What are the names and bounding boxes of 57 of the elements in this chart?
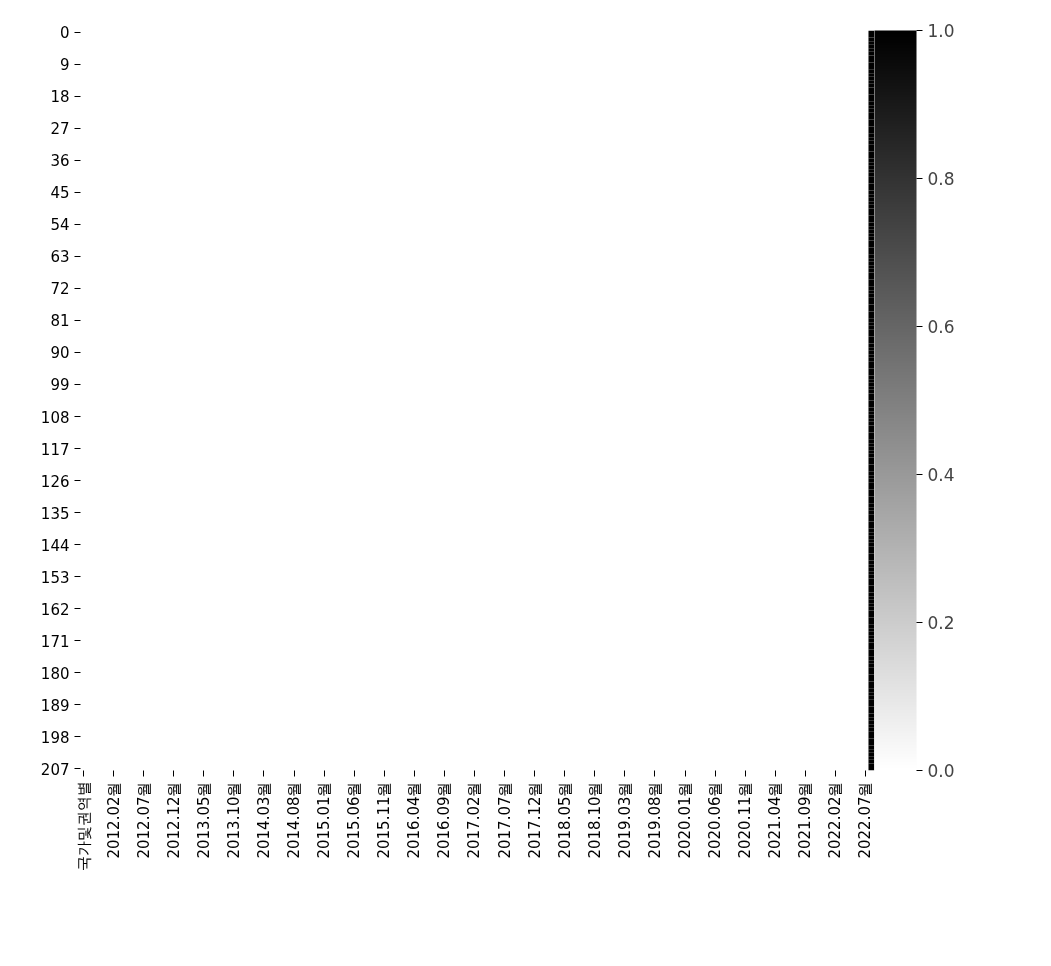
y-tick-label: 63 (50, 248, 70, 267)
y-tick-label: 198 (40, 728, 70, 747)
y-tick-label: 18 (50, 88, 70, 107)
y-tick-label: 171 (40, 632, 70, 651)
x-tick-label: 2019.03월 (615, 781, 634, 859)
x-tick-label: 2021.04월 (766, 781, 785, 859)
y-tick-label: 153 (40, 568, 70, 587)
y-tick-label: 180 (40, 664, 70, 683)
x-tick-label: 2020.06월 (706, 781, 725, 859)
color-bar-label: 0.8 (927, 169, 955, 189)
x-tick-label: 2015.01월 (315, 781, 334, 859)
color-bar-label: 0.6 (927, 317, 955, 337)
y-tick-label: 90 (50, 344, 70, 363)
x-tick-label: 2015.06월 (345, 781, 364, 859)
y-tick-label: 99 (50, 376, 70, 395)
y-tick-label: 162 (40, 600, 70, 619)
x-tick-label: 2015.11월 (375, 781, 394, 859)
y-tick-label: 27 (50, 120, 70, 139)
y-tick-label: 36 (50, 152, 70, 171)
x-tick-label: 2018.10월 (585, 781, 604, 859)
x-tick-label: 2016.09월 (435, 781, 454, 859)
x-tick-label: 2020.11월 (736, 781, 755, 859)
x-tick-label: 2017.02월 (465, 781, 484, 859)
x-tick-label: 2017.12월 (525, 781, 544, 859)
y-tick-label: 126 (40, 472, 70, 491)
x-tick-label: 2022.02월 (826, 781, 845, 859)
y-tick-label: 9 (59, 56, 70, 75)
x-tick-label: 2018.05월 (555, 781, 574, 859)
x-tick-label: 2021.09월 (796, 781, 815, 859)
x-tick-label: 2016.04월 (405, 781, 424, 859)
y-tick-label: 189 (40, 696, 70, 715)
color-bar-label: 0.0 (927, 761, 955, 781)
color-bar-label: 1.0 (927, 21, 955, 41)
y-tick-label: 135 (40, 504, 70, 523)
y-tick-label: 45 (50, 184, 70, 203)
x-tick-label: 2019.08월 (645, 781, 664, 859)
x-tick-label: 2013.10월 (224, 781, 243, 859)
x-tick-label: 2014.08월 (285, 781, 304, 859)
x-tick-label: 2012.02월 (104, 781, 123, 859)
x-tick-label: 2014.03월 (254, 781, 273, 859)
x-tick-label: 2020.01월 (676, 781, 695, 859)
y-tick-label: 54 (50, 216, 70, 235)
x-tick-label: 2017.07월 (495, 781, 514, 859)
y-tick-label: 108 (40, 408, 70, 427)
x-tick-label: 2012.12월 (164, 781, 183, 859)
color-bar-label: 0.4 (927, 465, 955, 485)
y-tick-label: 144 (40, 536, 70, 555)
x-tick-label: 2022.07월 (856, 781, 875, 859)
x-tick-label: 국가및권역별 (74, 781, 93, 872)
y-tick-label: 207 (40, 760, 70, 779)
color-bar-label: 0.2 (927, 613, 955, 633)
x-tick-label: 2012.07월 (134, 781, 153, 859)
y-tick-label: 81 (50, 312, 70, 331)
y-tick-label: 0 (59, 24, 70, 43)
x-tick-label: 2013.05월 (194, 781, 213, 859)
y-tick-label: 117 (40, 440, 70, 459)
y-tick-label: 72 (50, 280, 70, 299)
